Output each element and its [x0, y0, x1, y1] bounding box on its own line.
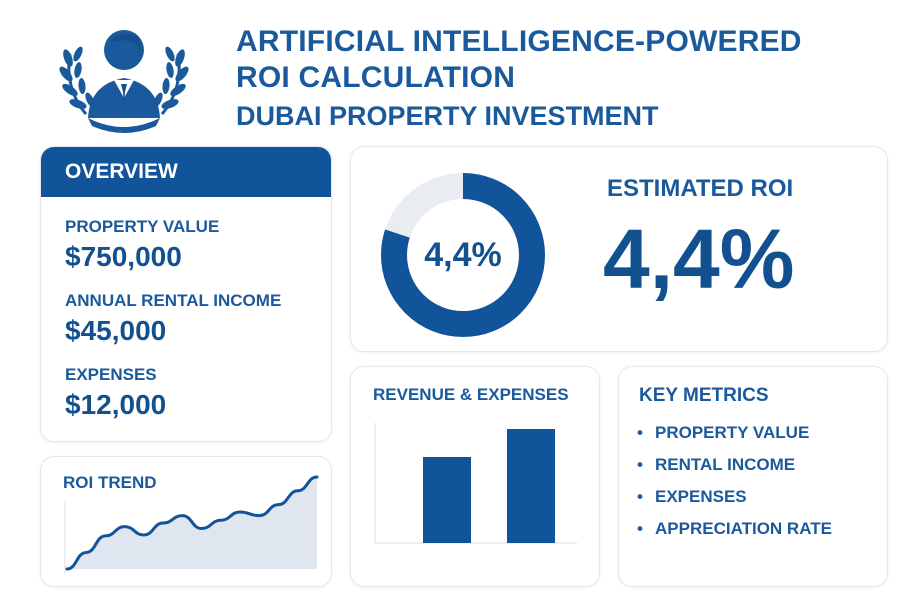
- donut-arc: [381, 173, 545, 337]
- expenses-label: EXPENSES: [65, 365, 157, 384]
- list-item: • RENTAL INCOME: [637, 449, 832, 481]
- roi-donut-chart: [381, 173, 545, 337]
- roi-trend-title: ROI TREND: [63, 473, 157, 492]
- estimated-roi-heading: ESTIMATED ROI: [607, 175, 794, 202]
- bullet-icon: •: [637, 519, 643, 538]
- list-item: • PROPERTY VALUE: [637, 417, 832, 449]
- key-metrics-list: • PROPERTY VALUE • RENTAL INCOME • EXPENSES…: [637, 417, 832, 545]
- overview-title: OVERVIEW: [41, 147, 331, 197]
- key-metrics-title: KEY METRICS: [639, 385, 769, 406]
- donut-label: 4,4%: [424, 235, 502, 274]
- metric-property-value: PROPERTY VALUE: [655, 423, 810, 442]
- expenses-amount: $12,000: [65, 389, 167, 420]
- overview-card: OVERVIEW PROPERTY VALUE $750,000 ANNUAL …: [40, 146, 332, 442]
- bar-expenses: [507, 429, 555, 543]
- metric-expenses: EXPENSES: [655, 487, 747, 506]
- list-item: • APPRECIATION RATE: [637, 513, 832, 545]
- property-value-amount: $750,000: [65, 241, 182, 272]
- page-subtitle: DUBAI PROPERTY INVESTMENT: [236, 101, 659, 131]
- metric-appreciation-rate: APPRECIATION RATE: [655, 519, 832, 538]
- revenue-expenses-chart: [374, 423, 577, 544]
- estimated-roi-card: 4,4% ESTIMATED ROI 4,4%: [350, 146, 888, 352]
- list-item: • EXPENSES: [637, 481, 832, 513]
- rental-income-label: ANNUAL RENTAL INCOME: [65, 291, 282, 310]
- bullet-icon: •: [637, 423, 643, 442]
- title-block: ARTIFICIAL INTELLIGENCE-POWERED ROI CALC…: [236, 24, 802, 134]
- estimated-roi-value: 4,4%: [603, 212, 795, 306]
- page-title-line-1: ARTIFICIAL INTELLIGENCE-POWERED: [236, 25, 802, 58]
- revenue-expenses-card: REVENUE & EXPENSES: [350, 366, 600, 587]
- rental-income-amount: $45,000: [65, 315, 167, 346]
- revenue-expenses-title: REVENUE & EXPENSES: [373, 385, 569, 404]
- property-value-label: PROPERTY VALUE: [65, 217, 220, 236]
- bullet-icon: •: [637, 487, 643, 506]
- roi-trend-chart: [64, 475, 319, 573]
- bar-revenue: [423, 457, 471, 543]
- businessman-laurel-icon: [59, 30, 189, 133]
- metric-rental-income: RENTAL INCOME: [655, 455, 796, 474]
- bullet-icon: •: [637, 455, 643, 474]
- trend-line: [65, 475, 319, 571]
- roi-trend-card: ROI TREND: [40, 456, 332, 587]
- key-metrics-card: KEY METRICS • PROPERTY VALUE • RENTAL INCO…: [618, 366, 888, 587]
- page-title-line-2: ROI CALCULATION: [236, 61, 516, 94]
